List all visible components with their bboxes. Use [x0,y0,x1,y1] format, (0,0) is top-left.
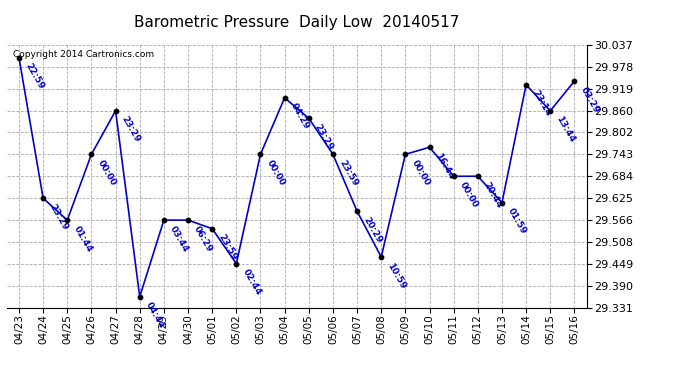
Text: 01:44: 01:44 [72,224,94,254]
Text: 20:29: 20:29 [362,215,384,244]
Point [62,217,73,223]
Point [86,152,97,157]
Text: 06:29: 06:29 [193,224,215,254]
Point [230,261,241,267]
Text: 00:00: 00:00 [410,159,431,188]
Point [255,152,266,157]
Text: 01:59: 01:59 [506,207,529,236]
Text: Copyright 2014 Cartronics.com: Copyright 2014 Cartronics.com [12,50,154,59]
Text: 00:00: 00:00 [265,159,286,188]
Text: 04:29: 04:29 [289,102,311,131]
Point [207,226,218,232]
Text: 23:14: 23:14 [531,89,553,118]
Text: 23:59: 23:59 [217,233,239,262]
Text: 16:44: 16:44 [434,152,456,181]
Point [303,115,314,121]
Point [351,208,363,214]
Text: 23:29: 23:29 [48,202,70,232]
Text: 03:44: 03:44 [168,224,190,254]
Point [569,78,580,84]
Text: 23:29: 23:29 [120,115,142,144]
Point [424,144,435,150]
Point [182,217,193,223]
Point [472,173,483,179]
Point [37,195,48,201]
Point [400,152,411,157]
Text: 10:59: 10:59 [386,261,408,290]
Point [328,152,339,157]
Text: 00:00: 00:00 [458,180,480,209]
Text: 20:44: 20:44 [482,180,504,210]
Point [110,108,121,114]
Point [520,82,531,88]
Text: Barometric Pressure  Daily Low  20140517: Barometric Pressure Daily Low 20140517 [134,15,460,30]
Text: 02:44: 02:44 [241,268,263,297]
Text: 00:00: 00:00 [96,159,117,188]
Text: 22:59: 22:59 [23,62,46,91]
Text: 23:59: 23:59 [337,159,359,188]
Point [134,294,145,300]
Text: 13:44: 13:44 [555,115,577,144]
Point [497,200,508,206]
Text: Pressure  (Inches/Hg): Pressure (Inches/Hg) [454,23,581,33]
Point [448,173,460,179]
Point [375,254,386,260]
Point [279,95,290,101]
Text: 03:29: 03:29 [579,85,601,114]
Point [545,108,556,114]
Text: 04:44: 04:44 [144,301,166,330]
Point [14,55,25,61]
Point [158,217,169,223]
Text: 23:29: 23:29 [313,122,335,152]
